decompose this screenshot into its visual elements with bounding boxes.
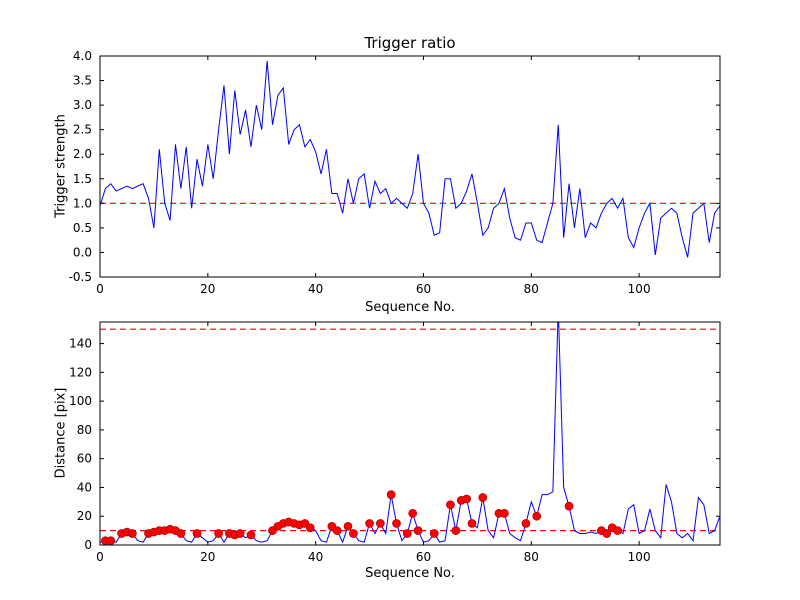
y-tick-label: 2.5 xyxy=(73,123,92,137)
y-tick-label: 60 xyxy=(77,452,92,466)
top-x-axis-label: Sequence No. xyxy=(365,300,455,315)
x-tick-label: 80 xyxy=(524,550,539,564)
x-tick-label: 40 xyxy=(308,282,323,296)
y-tick-label: 0.0 xyxy=(73,245,92,259)
bottom-y-axis-label: Distance [pix] xyxy=(53,387,69,479)
y-tick-label: -0.5 xyxy=(69,270,92,284)
y-tick-label: 2.0 xyxy=(73,147,92,161)
y-tick-label: 140 xyxy=(69,337,92,351)
y-tick-label: 120 xyxy=(69,365,92,379)
x-tick-label: 20 xyxy=(200,282,215,296)
y-tick-label: 3.5 xyxy=(73,74,92,88)
y-tick-label: 3.0 xyxy=(73,98,92,112)
x-tick-label: 0 xyxy=(96,282,104,296)
y-tick-label: 100 xyxy=(69,394,92,408)
x-tick-label: 60 xyxy=(416,550,431,564)
y-tick-label: 0.5 xyxy=(73,221,92,235)
x-tick-label: 80 xyxy=(524,282,539,296)
y-tick-label: 4.0 xyxy=(73,49,92,63)
y-tick-label: 20 xyxy=(77,509,92,523)
y-tick-label: 80 xyxy=(77,423,92,437)
x-tick-label: 100 xyxy=(628,550,651,564)
y-tick-label: 40 xyxy=(77,480,92,494)
x-tick-label: 20 xyxy=(200,550,215,564)
top-y-axis-label: Trigger strength xyxy=(53,114,69,218)
y-tick-label: 0 xyxy=(84,538,92,552)
bottom-x-axis-label: Sequence No. xyxy=(365,566,455,581)
x-tick-label: 60 xyxy=(416,282,431,296)
x-tick-label: 0 xyxy=(96,550,104,564)
y-tick-label: 1.0 xyxy=(73,196,92,210)
y-tick-label: 1.5 xyxy=(73,172,92,186)
x-tick-label: 40 xyxy=(308,550,323,564)
x-tick-label: 100 xyxy=(628,282,651,296)
chart-title: Trigger ratio xyxy=(364,34,456,52)
